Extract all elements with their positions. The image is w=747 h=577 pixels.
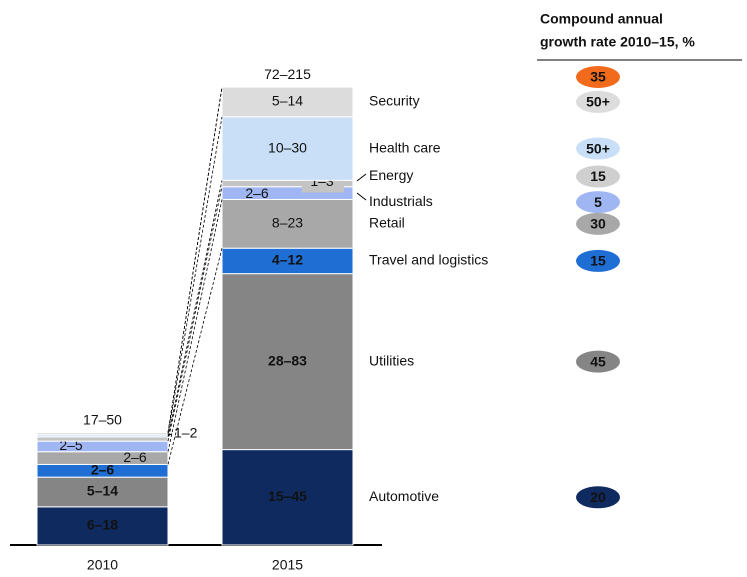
value-label: 2–6 [245,185,269,201]
growth-label: 20 [590,489,606,505]
growth-bubble [576,137,620,160]
growth-bubble [576,165,620,188]
value-label: 4–12 [272,252,303,268]
connector [167,87,223,433]
growth-bubble [576,486,620,509]
series-name: Automotive [369,488,439,504]
total-label: 17–50 [83,411,122,427]
series-name: Retail [369,215,405,231]
value-label: 8–23 [272,215,303,231]
value-label: 2–6 [91,462,115,478]
growth-label: 50+ [586,94,610,110]
growth-bubble [576,249,620,272]
growth-bubble [576,66,620,88]
growth-label: 30 [590,216,606,232]
series-name: Security [369,93,420,109]
growth-bubble [576,90,620,113]
value-label: 28–83 [268,352,307,368]
series-name: Utilities [369,352,414,368]
bar-segment [221,198,354,249]
growth-label: 50+ [586,140,610,156]
growth-label: 45 [590,353,606,369]
leader [356,173,367,182]
total-label: 72–215 [264,66,311,82]
bar-segment [36,436,169,442]
bar-segment [36,506,169,546]
bar-segment [36,440,169,453]
growth-label: 15 [590,253,606,269]
growth-label: 15 [590,168,606,184]
series-name: Industrials [369,193,433,209]
value-label: 6–18 [87,517,118,533]
value-label: 10–30 [268,139,307,155]
bar-segment [221,86,354,118]
series-name: Health care [369,139,441,155]
value-label: 5–14 [87,483,118,499]
x-tick-label: 2015 [272,557,303,573]
growth-label: 35 [590,69,606,85]
value-label: 5–14 [272,93,303,109]
growth-label: 5 [594,194,602,210]
connector [167,186,223,442]
growth-bubble [576,212,620,235]
connector [167,116,223,435]
connector [167,199,223,452]
growth-header: growth rate 2010–15, % [540,34,695,50]
bar-segment [221,449,354,546]
connector [167,248,223,465]
bar-segment [36,432,169,436]
bar-segment [221,116,354,181]
connector [167,180,223,437]
x-tick-label: 2010 [87,557,118,573]
leader [356,192,367,201]
bar-segment [221,247,354,275]
value-label: 15–45 [268,488,307,504]
growth-header: Compound annual [540,11,663,27]
growth-bubble [576,191,620,214]
growth-bubble [576,350,620,373]
series-name: Energy [369,167,413,183]
bar-segment [36,451,169,465]
series-name: Travel and logistics [369,252,488,268]
value-label: 2–6 [123,449,147,465]
value-label: 1–2 [174,425,198,441]
bar-segment [221,273,354,451]
